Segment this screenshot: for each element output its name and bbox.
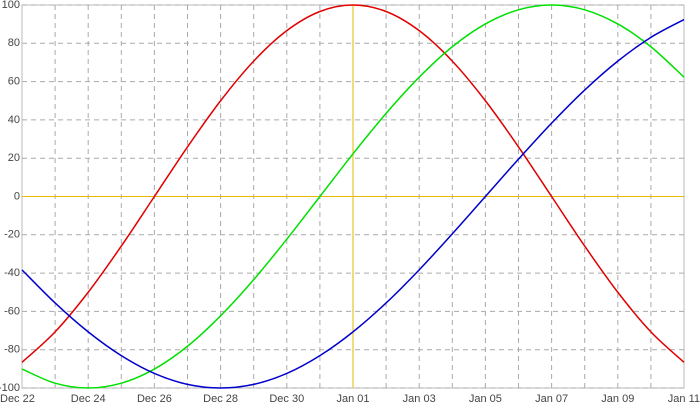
y-tick-label: -100 [0,382,20,394]
y-tick-label: -80 [4,344,20,356]
x-tick-label: Dec 28 [203,393,238,405]
series-line [21,4,685,389]
y-tick-label: 80 [8,37,20,49]
y-tick-label: 60 [8,76,20,88]
x-tick-label: Dec 26 [137,393,172,405]
y-tick-label: -20 [4,229,20,241]
y-tick-label: 20 [8,152,20,164]
series-line [21,4,685,363]
y-tick-label: 0 [14,190,20,202]
x-tick-label: Dec 22 [0,393,35,405]
y-tick-label: -60 [4,305,20,317]
y-tick-label: 100 [2,0,20,11]
y-tick-label: -40 [4,267,20,279]
x-tick-label: Jan 05 [469,393,502,405]
x-tick-label: Jan 11 [668,393,700,405]
x-tick-label: Dec 24 [71,393,106,405]
y-tick-label: 40 [8,114,20,126]
x-tick-label: Jan 07 [535,393,568,405]
x-tick-label: Jan 09 [601,393,634,405]
x-tick-label: Jan 03 [403,393,436,405]
x-tick-label: Jan 01 [336,393,369,405]
x-tick-label: Dec 30 [269,393,304,405]
series-line [21,18,685,389]
